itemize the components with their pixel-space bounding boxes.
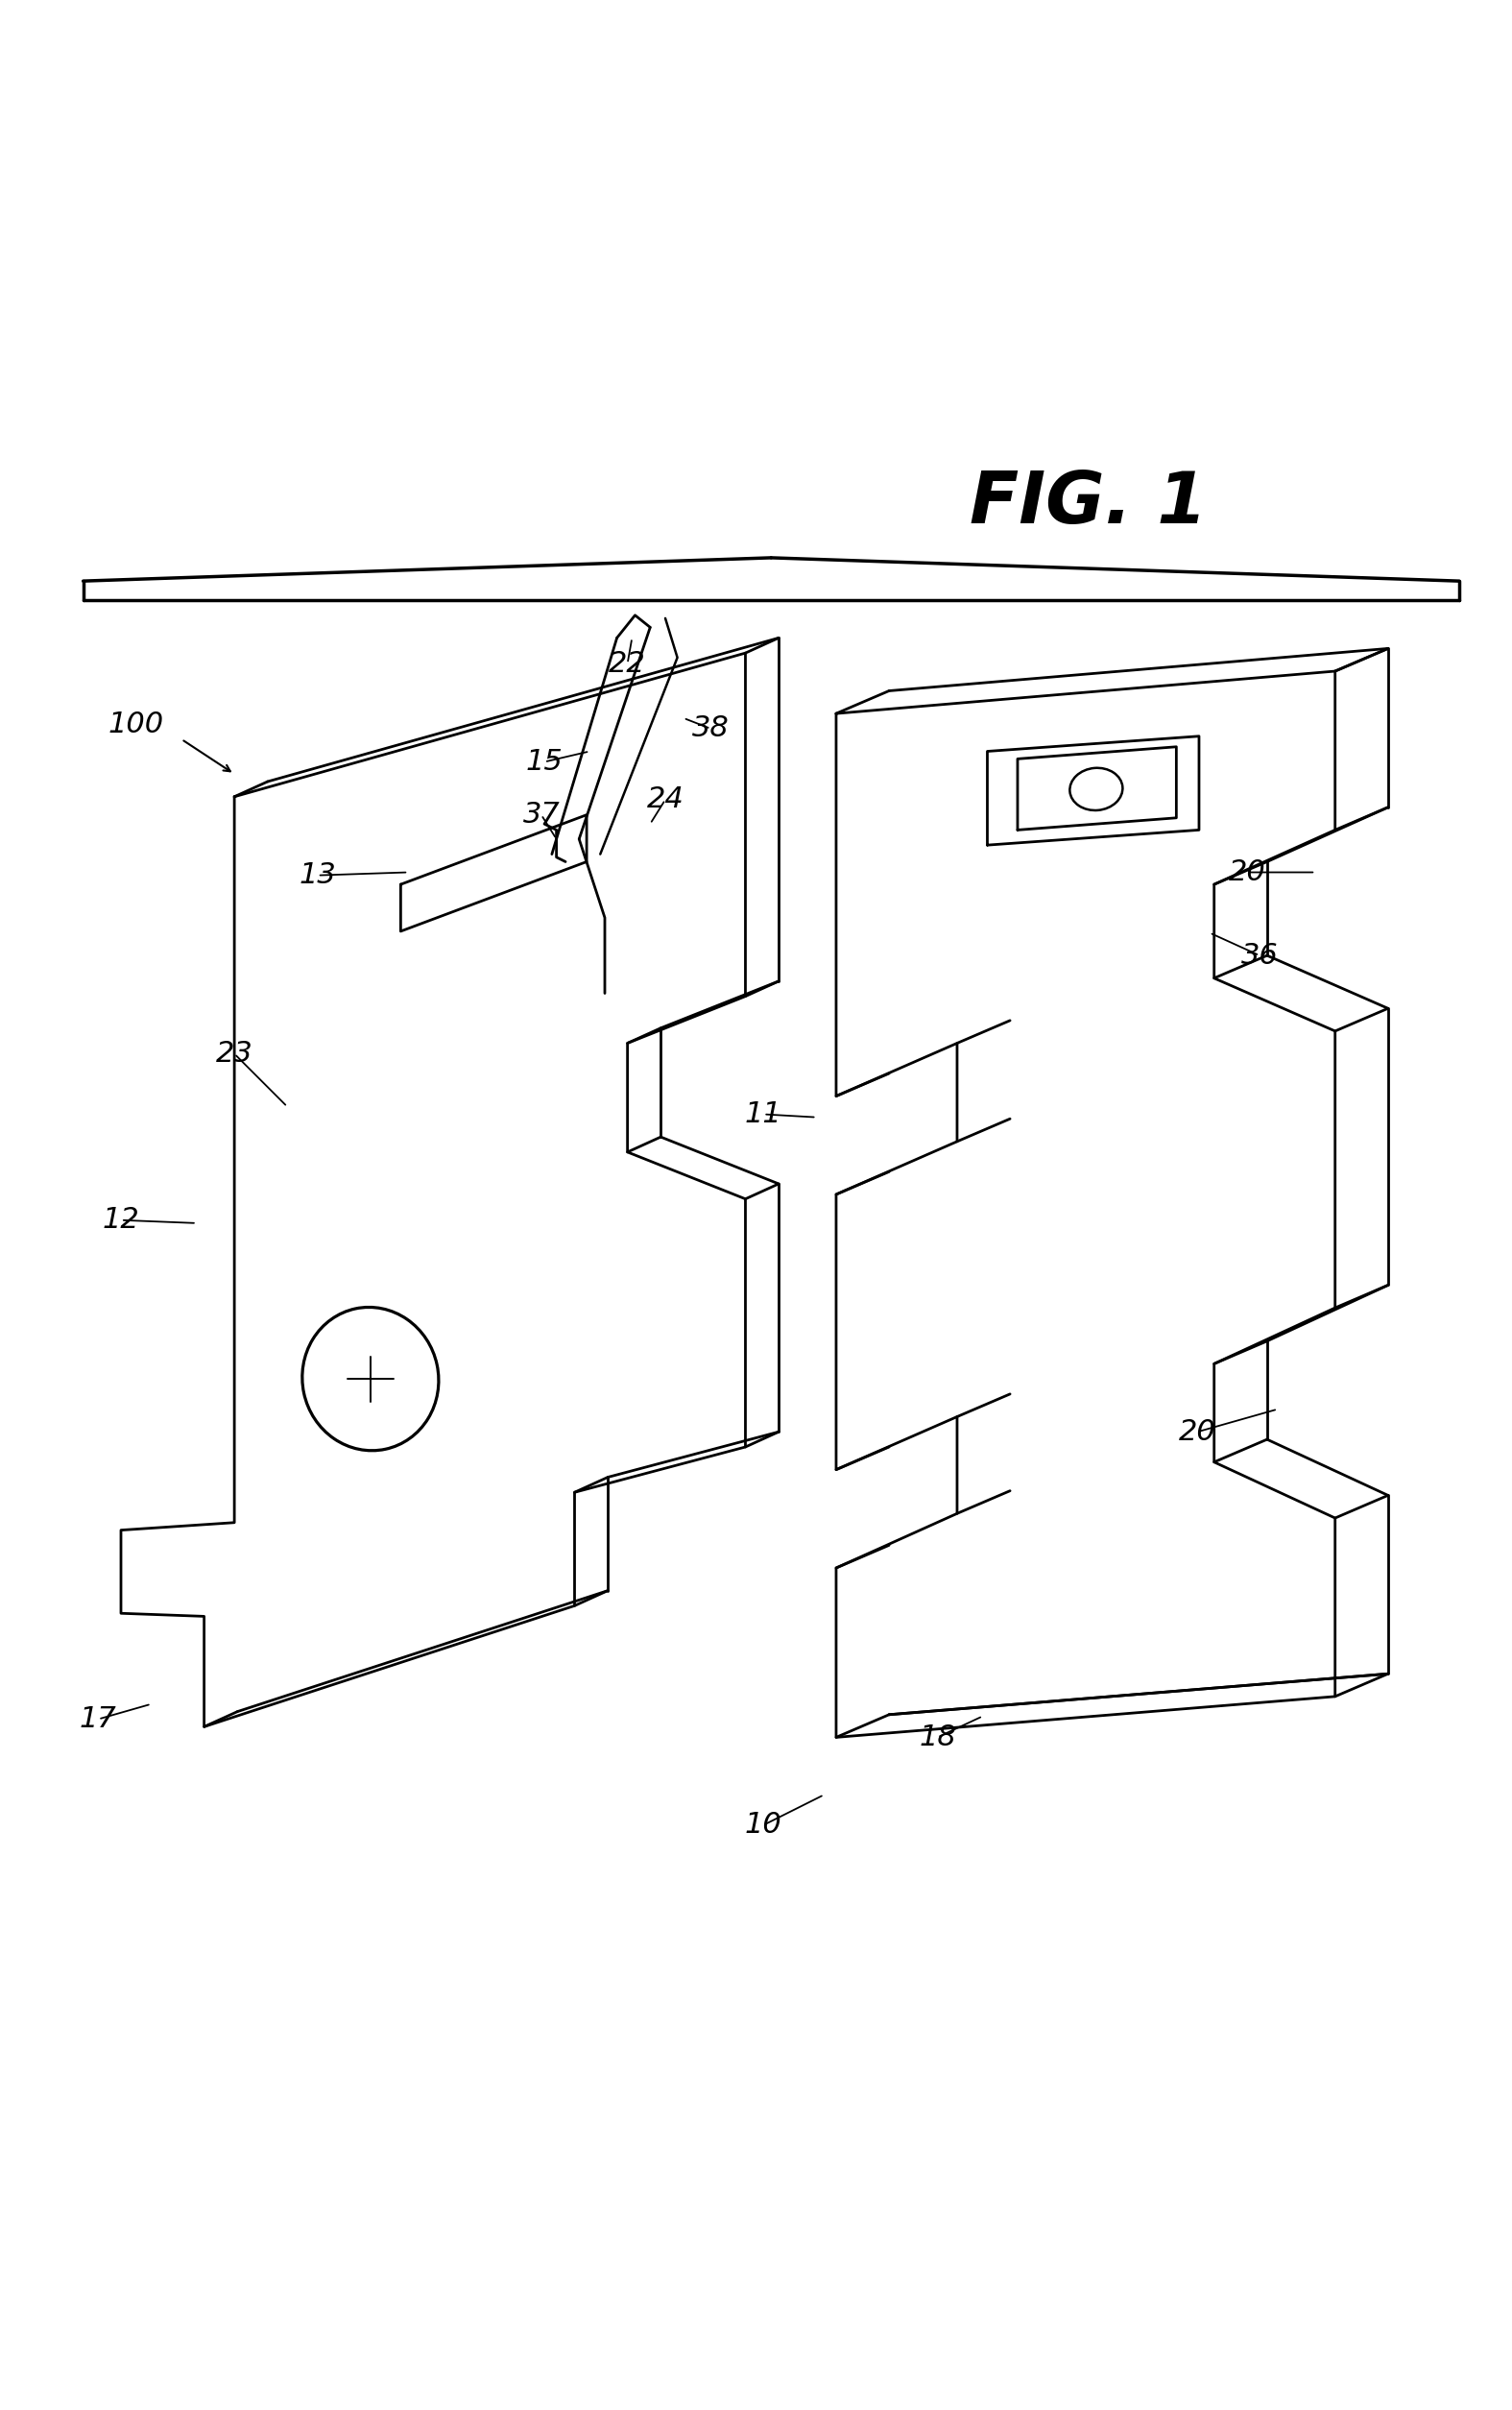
Text: 36: 36 — [1241, 942, 1278, 969]
Text: 13: 13 — [299, 860, 336, 889]
Text: 100: 100 — [109, 711, 163, 737]
Text: 15: 15 — [526, 747, 562, 776]
Text: 37: 37 — [523, 800, 559, 829]
Text: 38: 38 — [692, 716, 729, 742]
Text: FIG. 1: FIG. 1 — [969, 468, 1208, 537]
Text: 18: 18 — [919, 1723, 956, 1752]
Text: 23: 23 — [216, 1039, 253, 1068]
Text: 22: 22 — [609, 651, 646, 677]
Text: 20: 20 — [1179, 1417, 1216, 1446]
Text: 17: 17 — [80, 1706, 116, 1733]
Text: 12: 12 — [103, 1205, 139, 1234]
Text: 24: 24 — [647, 786, 683, 815]
Text: 20: 20 — [1229, 858, 1266, 887]
Text: 11: 11 — [745, 1101, 782, 1128]
Text: 10: 10 — [745, 1810, 782, 1839]
